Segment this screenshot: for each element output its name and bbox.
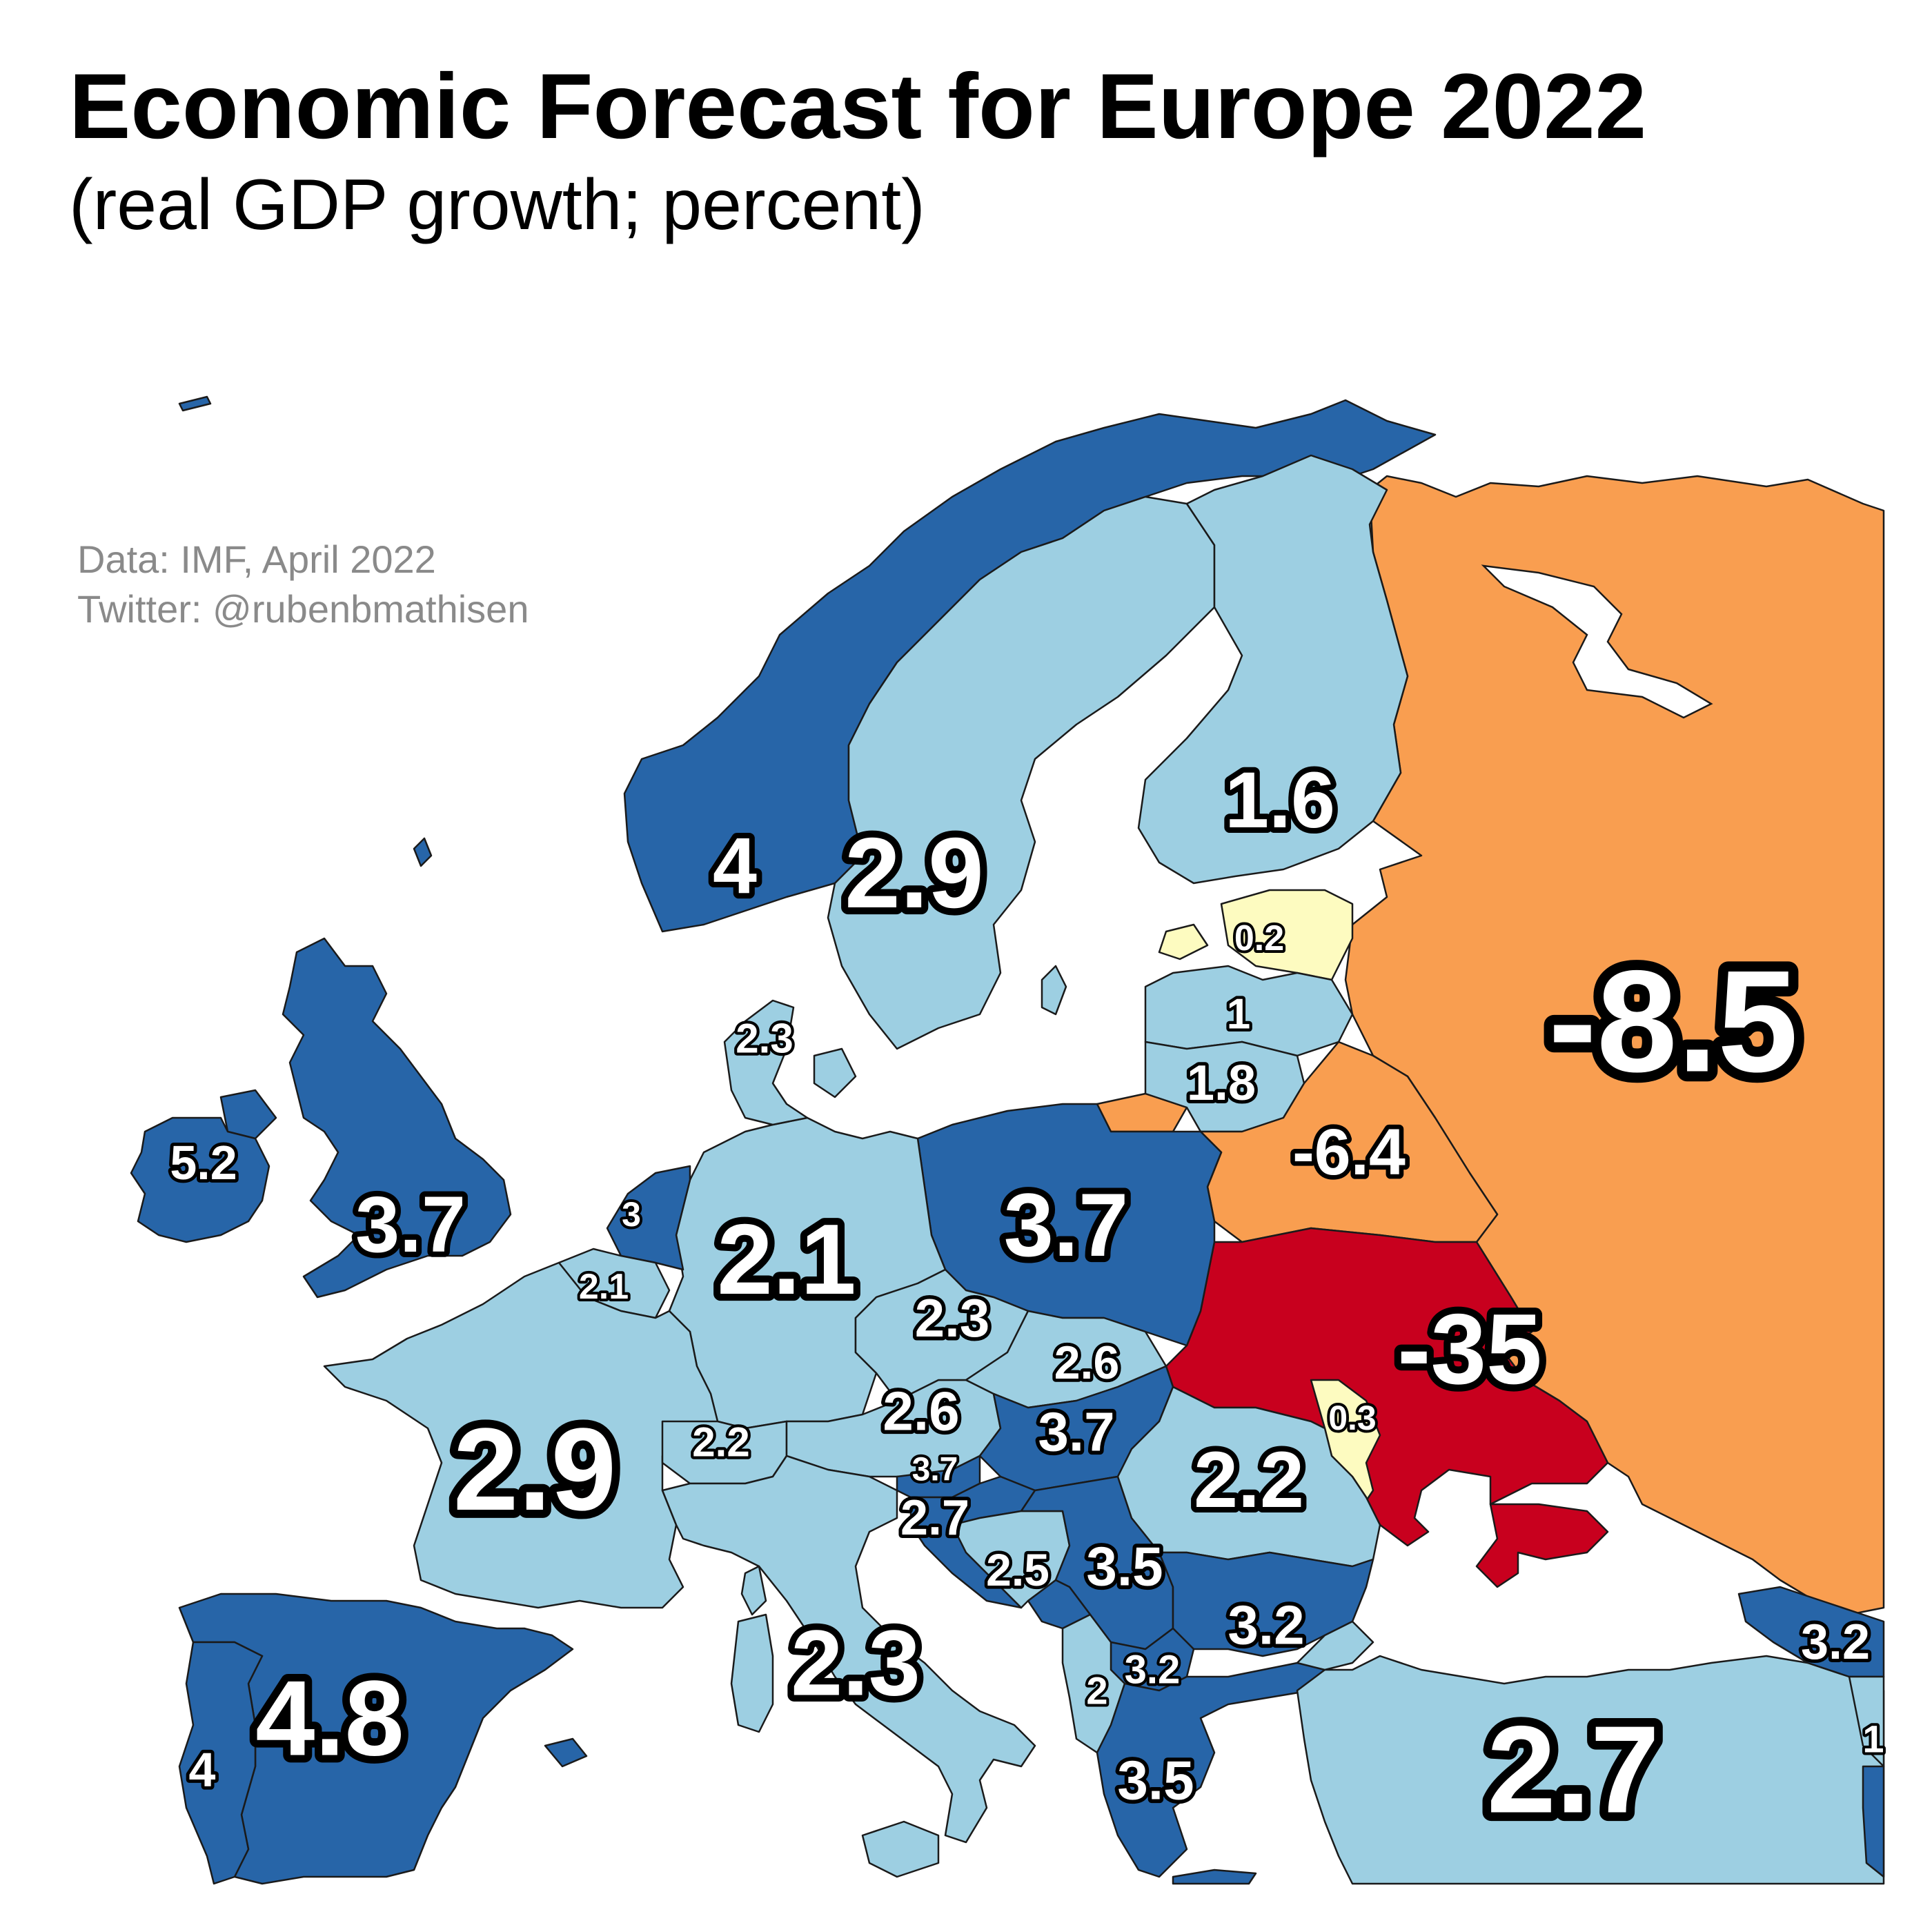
value-label-ireland: 5.2 xyxy=(170,1136,237,1190)
country-portugal xyxy=(178,1641,264,1885)
value-label-estonia: 0.2 xyxy=(1234,918,1284,958)
value-label-spain: 4.8 xyxy=(255,1659,404,1778)
value-label-lithuania: 1.8 xyxy=(1187,1056,1256,1111)
value-label-denmark: 2.3 xyxy=(736,1016,793,1062)
value-label-slovakia: 2.6 xyxy=(1054,1337,1120,1389)
country-greece xyxy=(1096,1662,1326,1878)
country-united-kingdom xyxy=(282,937,512,1299)
island-svalbard-sliver xyxy=(178,395,212,412)
island-saaremaa xyxy=(1158,923,1209,960)
value-label-finland: 1.6 xyxy=(1225,756,1335,845)
value-label-norway: 4 xyxy=(713,822,757,910)
country-azerbaijan xyxy=(1862,1765,1885,1878)
value-label-italy: 2.3 xyxy=(791,1611,920,1715)
map-title: Economic Forecast for Europe 2022 xyxy=(69,55,1647,158)
country-armenia xyxy=(1848,1675,1885,1768)
value-label-switzerland: 2.2 xyxy=(692,1419,749,1466)
island-sardinia xyxy=(730,1613,774,1733)
island-shetland xyxy=(413,837,433,867)
island-crete xyxy=(1172,1869,1257,1885)
country-northern-ireland xyxy=(219,1089,277,1140)
crimea xyxy=(1475,1503,1609,1588)
country-netherlands xyxy=(606,1165,691,1271)
value-label-france: 2.9 xyxy=(453,1404,616,1535)
island-balearic xyxy=(544,1737,588,1768)
value-label-belarus: -6.4 xyxy=(1292,1116,1406,1189)
map-subtitle: (real GDP growth; percent) xyxy=(69,165,925,245)
turkey-thrace xyxy=(1296,1620,1374,1671)
value-label-latvia: 1 xyxy=(1227,991,1250,1038)
value-label-slovenia: 3.7 xyxy=(912,1452,958,1488)
country-ireland xyxy=(130,1116,270,1243)
country-estonia xyxy=(1220,889,1354,981)
value-label-serbia: 3.5 xyxy=(1086,1536,1163,1597)
value-label-bulgaria: 3.2 xyxy=(1228,1595,1304,1656)
value-label-austria: 2.6 xyxy=(883,1381,959,1442)
country-finland xyxy=(1137,454,1409,885)
value-label-greece: 3.5 xyxy=(1117,1750,1194,1811)
country-turkey xyxy=(1296,1655,1885,1885)
white-sea xyxy=(1481,564,1713,719)
value-label-netherlands: 3 xyxy=(622,1195,641,1234)
island-sicily xyxy=(861,1820,940,1878)
country-italy xyxy=(661,1455,1036,1844)
value-label-russia: -8.5 xyxy=(1548,940,1798,1103)
country-sweden xyxy=(827,495,1216,1050)
island-corsica xyxy=(740,1565,767,1616)
island-gotland xyxy=(1041,965,1067,1016)
value-label-bosnia: 2.5 xyxy=(986,1544,1049,1595)
value-label-sweden: 2.9 xyxy=(845,817,984,929)
value-label-albania: 2 xyxy=(1086,1669,1107,1713)
value-label-united-kingdom: 3.7 xyxy=(355,1181,466,1269)
value-label-croatia: 2.7 xyxy=(900,1490,969,1546)
value-label-hungary: 3.7 xyxy=(1038,1401,1114,1463)
value-label-georgia: 3.2 xyxy=(1801,1615,1870,1670)
value-label-armenia: 1 xyxy=(1862,1717,1884,1761)
value-label-romania: 2.2 xyxy=(1194,1436,1304,1524)
value-label-portugal: 4 xyxy=(189,1743,216,1797)
value-label-north-macedonia: 3.2 xyxy=(1125,1648,1181,1693)
value-labels: 4 2.9 1.6 -8.5 0.2 1 1.8 -6.4 2.3 5.2 3.7 3 2.1 2.1 3.… xyxy=(166,751,1886,1848)
value-label-turkey: 2.7 xyxy=(1487,1701,1659,1840)
country-denmark xyxy=(723,999,809,1126)
value-label-poland: 3.7 xyxy=(1004,1174,1129,1275)
island-zealand xyxy=(813,1047,857,1098)
country-bulgaria xyxy=(1158,1551,1374,1657)
twitter-credit: Twitter: @rubenbmathisen xyxy=(77,587,529,631)
value-label-ukraine: -35 xyxy=(1397,1293,1542,1405)
country-shapes xyxy=(130,395,1885,1885)
value-label-belgium: 2.1 xyxy=(579,1267,629,1307)
value-label-czechia: 2.3 xyxy=(915,1288,989,1348)
value-label-germany: 2.1 xyxy=(717,1203,856,1315)
value-label-moldova: 0.3 xyxy=(1328,1399,1377,1437)
data-source-credit: Data: IMF, April 2022 xyxy=(77,538,436,581)
